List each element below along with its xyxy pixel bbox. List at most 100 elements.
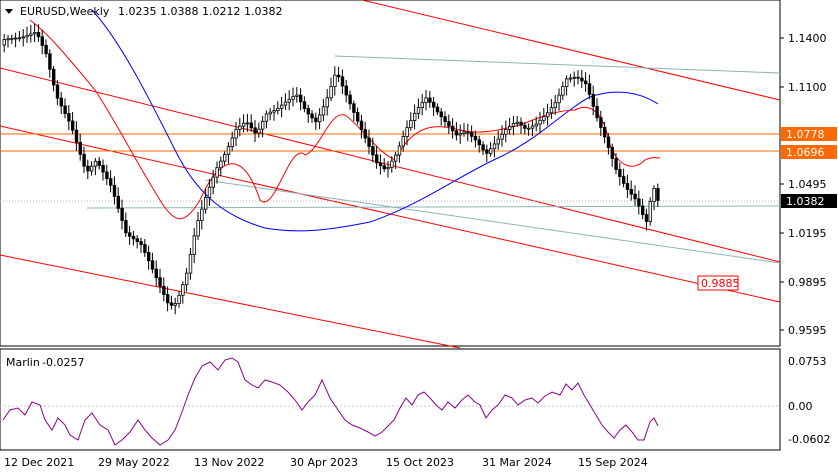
indicator-axis-label: 0.0753 [788, 355, 827, 368]
candle-body [317, 114, 322, 123]
candle-body [21, 36, 25, 39]
candle-body [393, 154, 398, 162]
candle-body [405, 127, 409, 137]
candle-body [618, 169, 622, 177]
candle-body [519, 121, 523, 126]
ohlc-values: 1.0235 1.0388 1.0212 1.0382 [118, 5, 282, 18]
candle-body [549, 107, 554, 114]
candle-body [36, 32, 41, 38]
candle-body [469, 132, 474, 137]
candle-body [450, 125, 455, 132]
candle-body [200, 208, 204, 221]
candle-body [466, 131, 470, 134]
candle-body [633, 193, 637, 200]
candle-body [59, 97, 63, 107]
candle-body [412, 112, 417, 121]
candle-body [420, 102, 424, 108]
candle-body [257, 128, 261, 134]
candle-body [401, 136, 405, 147]
candle-body [165, 294, 170, 304]
candle-body [534, 123, 538, 127]
candle-body [90, 165, 94, 172]
candle-body [538, 119, 542, 125]
candle-body [276, 107, 280, 111]
level-1-label: 1.0778 [786, 128, 825, 141]
candle-body [507, 125, 512, 130]
candle-body [268, 111, 272, 115]
candle-body [641, 205, 645, 215]
candle-body [101, 165, 105, 173]
candle-body [614, 158, 618, 170]
candle-body [181, 284, 185, 296]
candle-body [219, 160, 223, 169]
level-2-badge [781, 145, 837, 159]
candle-body [382, 165, 386, 170]
candle-body [557, 94, 561, 104]
candle-body [40, 36, 44, 46]
candle-body [644, 214, 649, 222]
candle-body [599, 117, 603, 128]
time-label: 15 Oct 2023 [386, 456, 454, 469]
candle-body [162, 285, 166, 296]
candle-body [488, 148, 493, 154]
candle-body [580, 77, 584, 82]
candle-body [443, 116, 447, 122]
candle-body [584, 80, 588, 85]
candle-body [74, 129, 79, 143]
candle-body [109, 178, 113, 186]
candle-body [211, 176, 215, 188]
candle-body [203, 197, 208, 210]
candle-body [287, 98, 291, 103]
candle-body [230, 137, 234, 148]
candle-body [112, 184, 117, 197]
candle-body [116, 195, 120, 209]
candle-body [439, 111, 443, 118]
candle-body [272, 110, 276, 113]
candle-body [17, 37, 22, 40]
candlesticks [2, 23, 660, 315]
indicator-axis: 0.0753 0.00 -0.0602 [788, 355, 830, 446]
candle-body [173, 303, 177, 306]
candle-body [93, 160, 98, 167]
candle-body [127, 232, 132, 237]
candle-body [215, 167, 219, 178]
candle-body [82, 153, 86, 167]
candle-body [435, 106, 440, 113]
candle-body [253, 127, 257, 134]
candle-body [169, 302, 174, 306]
candle-body [146, 252, 151, 262]
time-axis: 12 Dec 2021 29 May 2022 13 Nov 2022 30 A… [4, 456, 648, 469]
candle-body [622, 176, 626, 184]
candle-body [359, 120, 364, 131]
candle-body [207, 186, 212, 198]
candle-body [576, 76, 580, 79]
candle-body [504, 129, 508, 135]
dropdown-triangle-icon[interactable] [5, 9, 13, 14]
candle-body [314, 117, 318, 123]
time-label: 30 Apr 2023 [290, 456, 358, 469]
candle-body [6, 38, 10, 41]
current-price-label: 1.0382 [786, 195, 825, 208]
candle-body [291, 95, 295, 100]
candle-body [344, 85, 348, 96]
symbol-title: EURUSD,Weekly [20, 5, 110, 18]
candle-body [485, 149, 489, 154]
candle-body [192, 235, 196, 255]
candle-body [477, 139, 481, 146]
candle-body [431, 101, 436, 108]
candle-body [352, 103, 356, 113]
candle-body [458, 133, 462, 136]
candle-body [177, 294, 181, 304]
candle-body [10, 37, 14, 40]
candle-body [511, 123, 516, 127]
price-label: 1.0195 [788, 227, 827, 240]
candle-body [29, 33, 33, 36]
candle-body [530, 125, 535, 129]
price-label: 1.0495 [788, 178, 827, 191]
candle-body [279, 104, 284, 109]
candle-body [587, 83, 592, 95]
candle-body [629, 189, 633, 195]
time-label: 29 May 2022 [98, 456, 170, 469]
target-label-box[interactable] [697, 275, 739, 291]
